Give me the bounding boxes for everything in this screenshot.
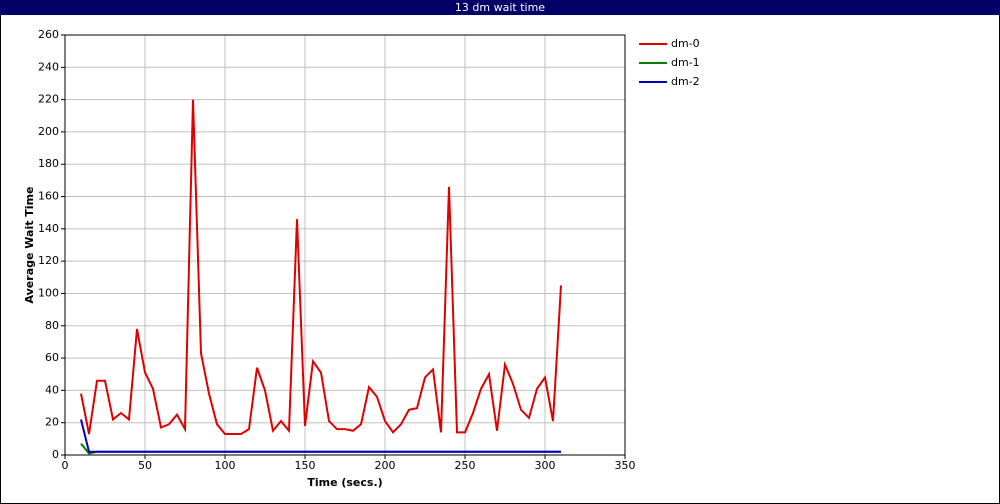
x-tick-label: 50 [138, 459, 152, 472]
x-tick-label: 0 [62, 459, 69, 472]
y-tick-label: 180 [38, 157, 59, 170]
x-tick-label: 150 [295, 459, 316, 472]
plot-border [64, 34, 626, 456]
x-tick-label: 250 [455, 459, 476, 472]
y-tick-label: 220 [38, 93, 59, 106]
legend-label: dm-0 [671, 37, 700, 50]
legend-label: dm-1 [671, 56, 700, 69]
y-tick-label: 80 [45, 319, 59, 332]
y-axis-label: Average Wait Time [23, 187, 36, 304]
legend-label: dm-2 [671, 75, 700, 88]
title-bar [0, 0, 1000, 15]
y-tick-label: 40 [45, 383, 59, 396]
plot-area [65, 35, 625, 455]
y-tick-label: 20 [45, 416, 59, 429]
chart-title: 13 dm wait time [455, 1, 545, 14]
series-line [80, 419, 561, 453]
x-tick-label: 350 [615, 459, 636, 472]
x-axis-label: Time (secs.) [307, 476, 382, 489]
y-tick-label: 100 [38, 286, 59, 299]
x-tick-label: 200 [375, 459, 396, 472]
y-tick-label: 140 [38, 222, 59, 235]
y-tick-label: 240 [38, 60, 59, 73]
y-tick-label: 120 [38, 254, 59, 267]
y-tick-label: 160 [38, 190, 59, 203]
y-tick-label: 200 [38, 125, 59, 138]
y-tick-label: 0 [52, 448, 59, 461]
y-tick-label: 260 [38, 28, 59, 41]
series-line [80, 99, 562, 435]
x-tick-label: 100 [215, 459, 236, 472]
x-tick-label: 300 [535, 459, 556, 472]
y-tick-label: 60 [45, 351, 59, 364]
